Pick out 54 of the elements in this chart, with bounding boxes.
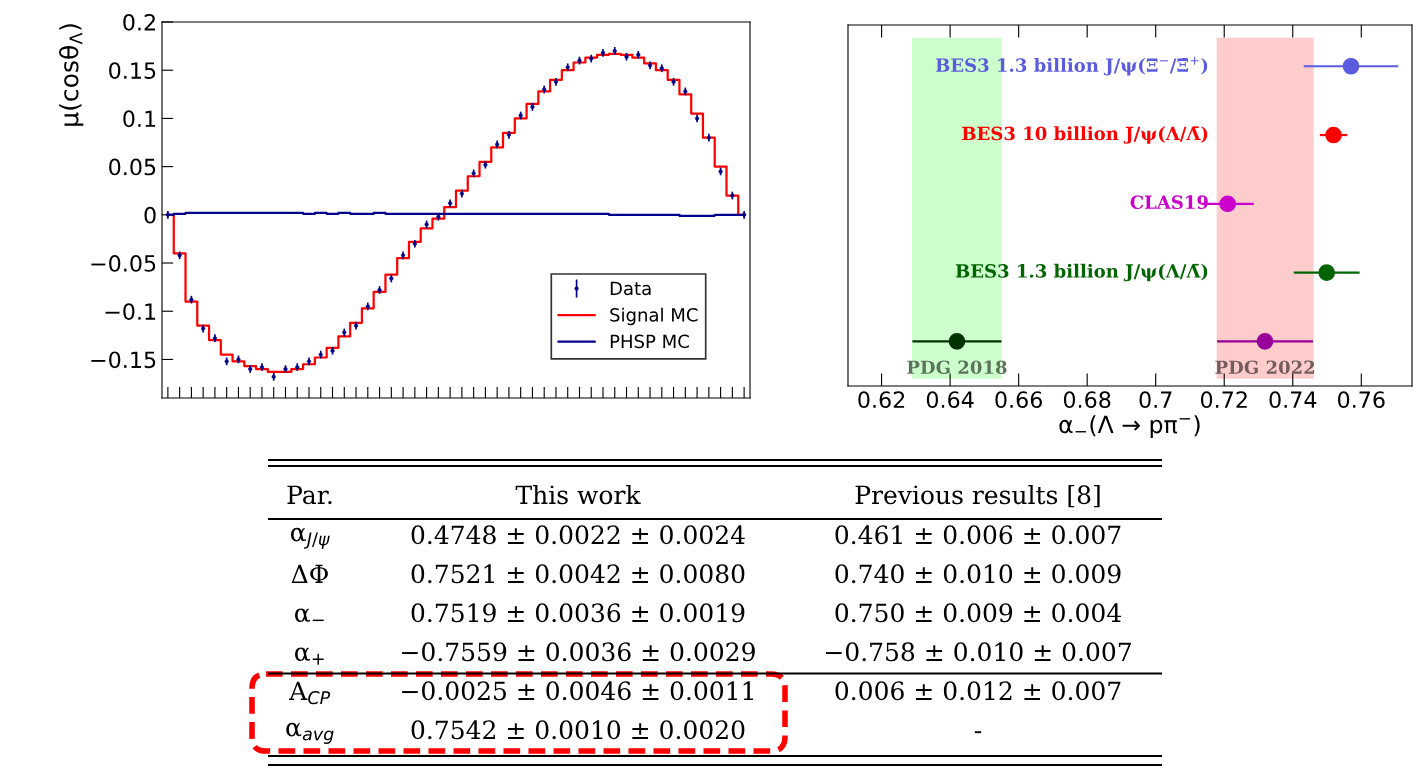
point <box>1219 195 1236 213</box>
text: 0.750 ± 0.009 ± 0.004 <box>835 603 1121 623</box>
point <box>948 332 966 350</box>
text: 0.4748 ± 0.0022 ± 0.0024 <box>411 525 745 545</box>
category-label: BES3 1.3 billion J/ψ(Ξ$^{−}$/Ξ̄$^{+}$) <box>935 56 1208 76</box>
category-label: α$_{+}$ <box>295 647 324 665</box>
y-tick-label: 0.2 <box>123 13 155 31</box>
category-label: ΔΦ <box>291 564 328 583</box>
legend-label: PHSP MC <box>610 334 689 349</box>
category-label: α$_{J/ψ}$ <box>291 527 330 549</box>
text: 0.740 ± 0.010 ± 0.009 <box>835 564 1121 584</box>
point <box>1318 264 1336 281</box>
y-tick-label: 0 <box>144 206 156 224</box>
point <box>1256 332 1274 350</box>
x-tick-label: 0.66 <box>995 391 1042 409</box>
y-tick-label: −0.15 <box>91 351 156 369</box>
point <box>1342 57 1360 75</box>
x-tick-label: 0.76 <box>1338 391 1385 409</box>
x-tick-label: 0.7 <box>1139 391 1172 409</box>
y-tick-label: 0.1 <box>123 110 156 128</box>
category-label: α$_{−}$ <box>295 608 324 623</box>
category-label: Par. <box>287 485 332 505</box>
text: −0.7559 ± 0.0036 ± 0.0029 <box>402 642 755 662</box>
y-tick-label: −0.05 <box>91 254 156 272</box>
y-tick-label: 0.05 <box>109 158 156 176</box>
y-axis-title: μ(cosθ$_{Λ}$) <box>58 24 84 126</box>
y-tick-label: −0.1 <box>105 303 156 320</box>
x-tick-label: 0.72 <box>1200 391 1247 409</box>
legend-label: Signal MC <box>610 307 698 326</box>
category-label: α$_{avg}$ <box>286 722 334 744</box>
x-axis-title: α$_{−}$(Λ → pπ$^{−}$) <box>1059 415 1200 438</box>
text: 0.7519 ± 0.0036 ± 0.0019 <box>411 603 745 623</box>
text: −0.758 ± 0.010 ± 0.007 <box>825 642 1131 662</box>
x-tick-label: 0.62 <box>858 391 905 409</box>
point <box>1325 126 1342 144</box>
category-label: BES3 10 billion J/ψ(Λ/Λ̄) <box>962 126 1208 144</box>
text: 0.7521 ± 0.0042 ± 0.0080 <box>411 564 745 584</box>
text: −0.0025 ± 0.0046 ± 0.0011 <box>402 681 753 701</box>
x-tick-label: 0.68 <box>1063 391 1111 409</box>
category-label: This work <box>515 484 641 505</box>
y-tick-label: 0.15 <box>109 62 156 79</box>
text: 0.006 ± 0.012 ± 0.007 <box>835 681 1121 701</box>
category-label: Previous results [8] <box>855 484 1100 508</box>
x-tick-label: 0.64 <box>926 391 974 409</box>
text: - <box>974 731 982 734</box>
category-label: CLAS19 <box>1130 195 1208 210</box>
category-label: BES3 1.3 billion J/ψ(Λ/Λ̄) <box>955 263 1208 282</box>
legend-label: Data <box>610 281 651 296</box>
band-label: PDG 2022 <box>1215 360 1315 375</box>
x-tick-label: 0.74 <box>1269 391 1317 409</box>
text: 0.461 ± 0.006 ± 0.007 <box>835 525 1121 545</box>
band-label: PDG 2018 <box>907 360 1007 375</box>
category-label: A$_{CP}$ <box>288 681 331 705</box>
text: 0.7542 ± 0.0010 ± 0.0020 <box>411 720 745 740</box>
